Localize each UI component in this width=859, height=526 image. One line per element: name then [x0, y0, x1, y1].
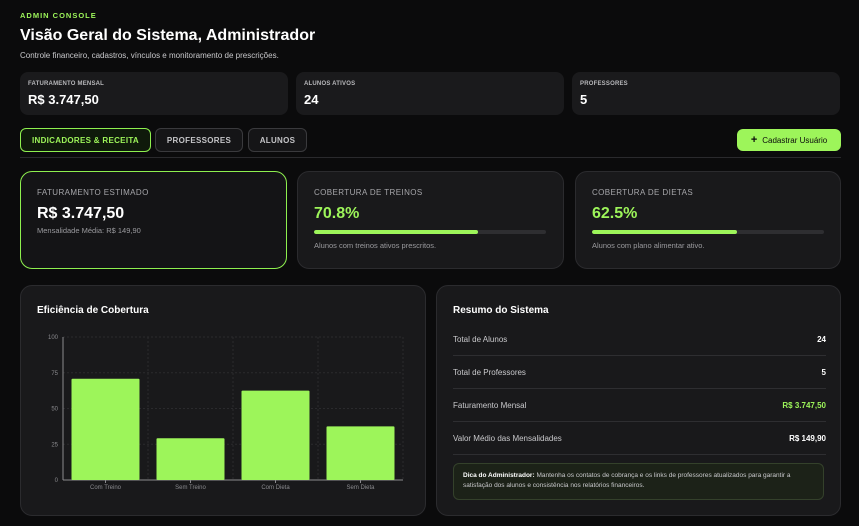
bar — [241, 390, 310, 480]
summary-row-revenue: Faturamento Mensal R$ 3.747,50 — [453, 389, 826, 422]
plus-icon: + — [750, 133, 758, 146]
y-tick-label: 0 — [55, 478, 59, 484]
x-tick-label: Sem Treino — [175, 485, 206, 491]
summary-value: 5 — [821, 367, 826, 377]
summary-value: R$ 149,90 — [789, 433, 826, 443]
summary-key: Total de Alunos — [453, 334, 508, 344]
stat-card-revenue: FATURAMENTO MENSAL R$ 3.747,50 — [20, 72, 288, 115]
tip-title: Dica do Administrador: — [463, 472, 535, 479]
progress-fill — [314, 230, 479, 234]
page-subtitle: Controle financeiro, cadastros, vínculos… — [20, 51, 279, 60]
kpi-card-revenue: FATURAMENTO ESTIMADO R$ 3.747,50 Mensali… — [20, 171, 287, 269]
summary-key: Total de Professores — [453, 367, 526, 377]
kpi-label: COBERTURA DE DIETAS — [592, 188, 694, 197]
kpi-label: FATURAMENTO ESTIMADO — [37, 188, 149, 197]
y-tick-label: 75 — [51, 371, 58, 377]
kpi-card-diet: COBERTURA DE DIETAS 62.5% Alunos com pla… — [575, 171, 841, 269]
kpi-note: Alunos com plano alimentar ativo. — [592, 241, 705, 250]
divider — [20, 157, 841, 158]
bar — [71, 378, 140, 480]
stat-label: ALUNOS ATIVOS — [304, 81, 356, 87]
x-tick-label: Sem Dieta — [346, 485, 375, 491]
progress-track — [592, 230, 824, 234]
summary-row-professors: Total de Professores 5 — [453, 356, 826, 389]
summary-row-students: Total de Alunos 24 — [453, 323, 826, 356]
kpi-note: Alunos com treinos ativos prescritos. — [314, 241, 437, 250]
bar — [156, 438, 225, 480]
summary-key: Faturamento Mensal — [453, 400, 527, 410]
eyebrow-label: ADMIN CONSOLE — [20, 11, 97, 20]
chart-panel: Eficiência de Cobertura 0 25 50 75 100 Com Tr… — [20, 285, 426, 516]
progress-track — [314, 230, 546, 234]
stat-value: 24 — [304, 92, 319, 107]
progress-fill — [592, 230, 737, 234]
summary-value: 24 — [817, 334, 826, 344]
y-tick-label: 50 — [51, 407, 58, 413]
admin-tip: Dica do Administrador: Mantenha os conta… — [453, 463, 824, 500]
x-tick-label: Com Dieta — [261, 485, 290, 491]
add-user-label: Cadastrar Usuário — [762, 135, 828, 145]
kpi-label: COBERTURA DE TREINOS — [314, 188, 423, 197]
chart-title: Eficiência de Cobertura — [37, 305, 149, 316]
kpi-value: 62.5% — [592, 205, 638, 222]
bar-chart: 0 25 50 75 100 Com Treino Sem Treino Com Dieta S… — [48, 335, 404, 491]
stat-label: FATURAMENTO MENSAL — [28, 81, 105, 87]
bar — [326, 426, 395, 480]
stat-card-professors: PROFESSORES 5 — [572, 72, 840, 115]
summary-row-average: Valor Médio das Mensalidades R$ 149,90 — [453, 422, 826, 455]
y-tick-label: 100 — [48, 335, 59, 341]
summary-key: Valor Médio das Mensalidades — [453, 433, 562, 443]
stat-value: R$ 3.747,50 — [28, 92, 99, 107]
kpi-subtext: Mensalidade Média: R$ 149,90 — [37, 226, 141, 235]
x-tick-label: Com Treino — [90, 485, 122, 491]
stat-card-students: ALUNOS ATIVOS 24 — [296, 72, 564, 115]
y-tick-label: 25 — [51, 442, 58, 448]
tab-students[interactable]: ALUNOS — [248, 128, 307, 152]
add-user-button[interactable]: + Cadastrar Usuário — [737, 129, 841, 151]
kpi-value: R$ 3.747,50 — [37, 205, 125, 222]
kpi-card-training: COBERTURA DE TREINOS 70.8% Alunos com tr… — [297, 171, 564, 269]
tip-text: Mantenha os contatos de cobrança e os li… — [463, 472, 791, 489]
summary-value: R$ 3.747,50 — [782, 400, 826, 410]
tab-professors[interactable]: PROFESSORES — [155, 128, 243, 152]
tab-indicators[interactable]: INDICADORES & RECEITA — [20, 128, 151, 152]
stat-label: PROFESSORES — [580, 81, 628, 87]
kpi-value: 70.8% — [314, 205, 360, 222]
stat-value: 5 — [580, 92, 588, 107]
summary-title: Resumo do Sistema — [453, 305, 549, 316]
page-title: Visão Geral do Sistema, Administrador — [20, 27, 316, 44]
summary-panel: Resumo do Sistema Total de Alunos 24 Tot… — [436, 285, 841, 516]
